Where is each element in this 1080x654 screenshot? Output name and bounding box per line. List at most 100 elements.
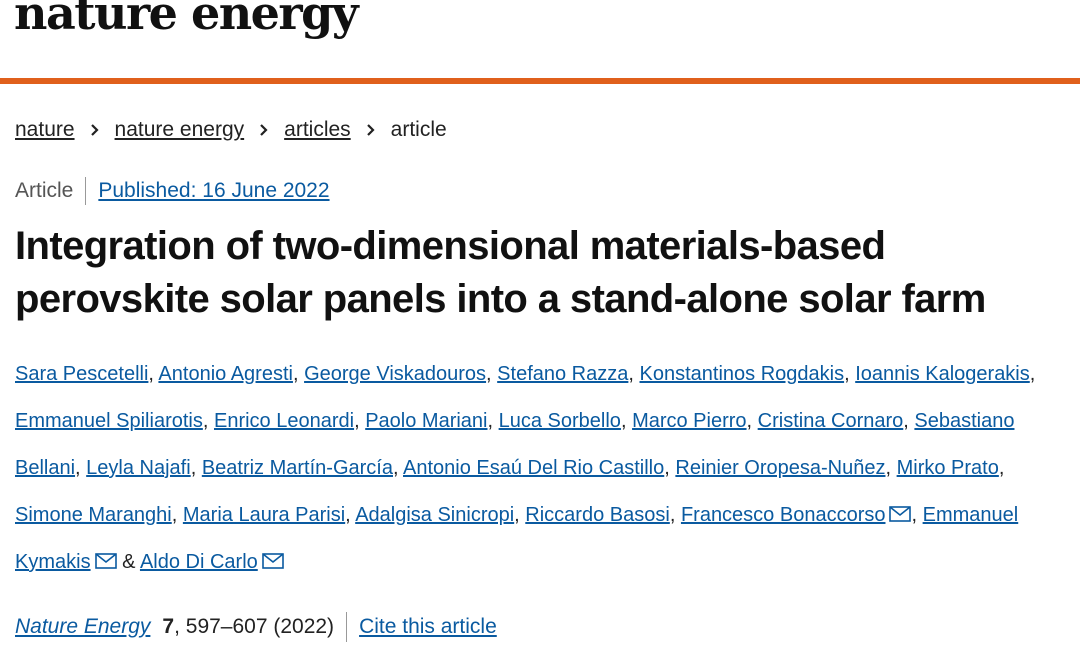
author: Emmanuel Spiliarotis: [15, 410, 203, 432]
author-link[interactable]: Paolo Mariani: [365, 410, 488, 432]
author-link[interactable]: Simone Maranghi: [15, 504, 172, 526]
author-separator: ,: [844, 363, 850, 385]
author-separator: ,: [628, 363, 634, 385]
author-link[interactable]: Marco Pierro: [632, 410, 747, 432]
article-type: Article: [15, 177, 87, 205]
breadcrumbs: nature nature energy articles article: [15, 118, 447, 142]
author-link[interactable]: Antonio Esaú Del Rio Castillo: [403, 457, 665, 479]
author-separator: ,: [903, 410, 909, 432]
author: Maria Laura Parisi: [183, 504, 345, 526]
author-separator: ,: [885, 457, 892, 479]
author-link[interactable]: Adalgisa Sinicropi: [355, 504, 515, 526]
author-link[interactable]: Antonio Agresti: [158, 363, 293, 385]
author-link[interactable]: Maria Laura Parisi: [182, 504, 346, 526]
email-icon[interactable]: [94, 553, 117, 569]
author-link[interactable]: Konstantinos Rogdakis: [639, 363, 845, 385]
author-link[interactable]: Enrico Leonardi: [213, 410, 355, 432]
author: Stefano Razza: [497, 363, 628, 385]
author-link[interactable]: Aldo Di Carlo: [139, 551, 258, 573]
breadcrumb-chevron: [260, 124, 268, 136]
author: Sara Pescetelli: [15, 363, 148, 385]
author-link[interactable]: Leyla Najafi: [86, 457, 191, 479]
author: Riccardo Basosi: [525, 504, 670, 526]
author-separator: ,: [148, 363, 154, 385]
author: George Viskadouros: [304, 363, 486, 385]
article-title: Integration of two-dimensional materials…: [15, 224, 986, 321]
author: Antonio Agresti: [158, 363, 293, 385]
header-rule: [0, 78, 1080, 84]
author-separator: ,: [292, 363, 299, 385]
author: Sebastiano Bellani: [15, 410, 1014, 479]
author-link[interactable]: Sara Pescetelli: [15, 363, 149, 385]
author-link[interactable]: Ioannis Kalogerakis: [855, 363, 1030, 385]
author-separator: ,: [486, 363, 492, 385]
article-meta: Article Published: 16 June 2022: [15, 177, 330, 205]
author: Emmanuel Kymakis: [15, 504, 1018, 573]
author-separator: ,: [345, 504, 351, 526]
author-link[interactable]: Francesco Bonaccorso: [680, 504, 886, 526]
author: Antonio Esaú Del Rio Castillo: [403, 457, 664, 479]
author-link[interactable]: Beatriz Martín-García: [201, 457, 393, 479]
published-date[interactable]: Published: 16 June 2022: [98, 179, 330, 202]
pages-year: , 597–607 (2022): [174, 615, 335, 638]
author-separator: ,: [669, 504, 676, 526]
author-separator: ,: [171, 504, 178, 526]
author-separator: ,: [202, 410, 209, 432]
author-link[interactable]: Sebastiano Bellani: [15, 410, 1015, 479]
author: Reinier Oropesa-Nuñez: [675, 457, 885, 479]
citation: Nature Energy 7 , 597–607 (2022) Cite th…: [15, 612, 497, 642]
author-link[interactable]: Emmanuel Kymakis: [15, 504, 1019, 573]
author-separator: ,: [392, 457, 399, 479]
email-icon[interactable]: [261, 553, 284, 569]
author-separator: ,: [1029, 363, 1036, 385]
author: Leyla Najafi: [86, 457, 191, 479]
author-link[interactable]: Luca Sorbello: [498, 410, 621, 432]
author: Ioannis Kalogerakis: [855, 363, 1030, 385]
author-list: Sara Pescetelli, Antonio Agresti, George…: [15, 351, 1070, 586]
author-link[interactable]: Emmanuel Spiliarotis: [15, 410, 203, 432]
author: Cristina Cornaro: [758, 410, 904, 432]
author-link[interactable]: Riccardo Basosi: [525, 504, 670, 526]
author: Paolo Mariani: [365, 410, 487, 432]
logo[interactable]: nature energy: [14, 0, 359, 40]
breadcrumb-link[interactable]: articles: [284, 118, 351, 141]
author-separator: ,: [620, 410, 627, 432]
author-link[interactable]: Mirko Prato: [896, 457, 999, 479]
author: Enrico Leonardi: [214, 410, 354, 432]
author: Mirko Prato: [897, 457, 999, 479]
author: Konstantinos Rogdakis: [640, 363, 845, 385]
author: Luca Sorbello: [499, 410, 621, 432]
author-separator: ,: [190, 457, 197, 479]
author-separator: ,: [746, 410, 753, 432]
author: Francesco Bonaccorso: [681, 504, 912, 526]
author: Adalgisa Sinicropi: [355, 504, 514, 526]
author-joiner: &: [122, 551, 136, 573]
author-link[interactable]: Reinier Oropesa-Nuñez: [675, 457, 886, 479]
breadcrumb-chevron: [366, 124, 375, 136]
author: Marco Pierro: [632, 410, 746, 432]
author-separator: ,: [664, 457, 670, 479]
cite-link[interactable]: Cite this article: [359, 615, 497, 638]
author: Aldo Di Carlo: [140, 551, 284, 573]
breadcrumb-current: article: [390, 118, 447, 141]
author-link[interactable]: George Viskadouros: [304, 363, 487, 385]
journal-link[interactable]: Nature Energy: [15, 615, 151, 638]
breadcrumb-link[interactable]: nature: [15, 118, 75, 141]
author-separator: ,: [354, 410, 360, 432]
author-separator: ,: [911, 504, 918, 526]
breadcrumb-chevron: [90, 124, 99, 136]
author-separator: ,: [514, 504, 520, 526]
email-icon[interactable]: [889, 506, 912, 522]
breadcrumb-link[interactable]: nature energy: [114, 118, 245, 141]
divider: [346, 612, 348, 642]
author: Beatriz Martín-García: [202, 457, 393, 479]
author-separator: ,: [487, 410, 494, 432]
author-separator: ,: [75, 457, 81, 479]
author-link[interactable]: Stefano Razza: [497, 363, 629, 385]
author-separator: ,: [998, 457, 1005, 479]
volume: 7: [162, 615, 175, 638]
author-link[interactable]: Cristina Cornaro: [757, 410, 904, 432]
author: Simone Maranghi: [15, 504, 172, 526]
